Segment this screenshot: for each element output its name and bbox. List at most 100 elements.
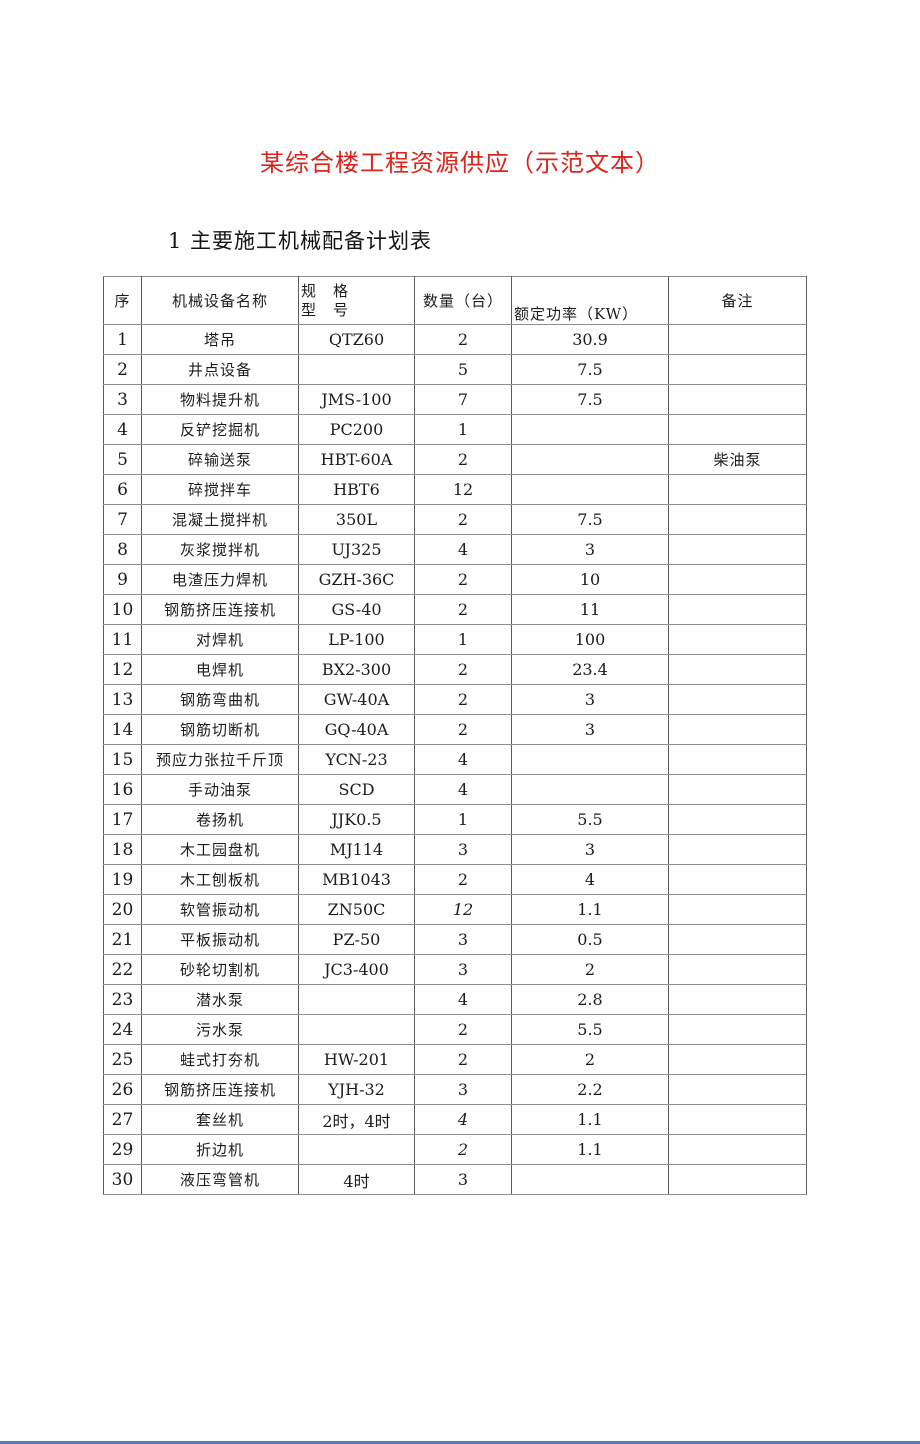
cell-power: 3 (511, 834, 669, 865)
cell-seq: 24 (103, 1014, 142, 1045)
cell-power (511, 444, 669, 475)
cell-remark (668, 654, 807, 685)
cell-power: 10 (511, 564, 669, 595)
cell-spec: JMS-100 (298, 384, 415, 415)
cell-name: 钢筋挤压连接机 (141, 594, 299, 625)
cell-seq: 3 (103, 384, 142, 415)
cell-remark (668, 1044, 807, 1075)
cell-spec: ZN50C (298, 894, 415, 925)
cell-power (511, 774, 669, 805)
page-title: 某综合楼工程资源供应（示范文本） (260, 149, 660, 177)
cell-qty: 7 (414, 384, 512, 415)
cell-spec: MJ114 (298, 834, 415, 865)
cell-name: 砂轮切割机 (141, 954, 299, 985)
cell-remark (668, 1074, 807, 1105)
table-row: 13 钢筋弯曲机 GW-40A 2 3 (103, 684, 807, 715)
cell-spec: 350L (298, 504, 415, 535)
table-row: 26 钢筋挤压连接机 YJH-32 3 2.2 (103, 1074, 807, 1105)
cell-power: 100 (511, 624, 669, 655)
cell-spec: JJK0.5 (298, 804, 415, 835)
cell-name: 潜水泵 (141, 984, 299, 1015)
cell-remark (668, 564, 807, 595)
cell-name: 木工园盘机 (141, 834, 299, 865)
cell-power: 3 (511, 684, 669, 715)
cell-seq: 13 (103, 684, 142, 715)
cell-name: 塔吊 (141, 324, 299, 355)
table-row: 3 物料提升机 JMS-100 7 7.5 (103, 384, 807, 415)
table-row: 25 蛙式打夯机 HW-201 2 2 (103, 1044, 807, 1075)
cell-qty: 2 (414, 564, 512, 595)
cell-spec: HW-201 (298, 1044, 415, 1075)
cell-qty: 2 (414, 714, 512, 745)
cell-power: 30.9 (511, 324, 669, 355)
cell-qty: 3 (414, 924, 512, 955)
cell-seq: 23 (103, 984, 142, 1015)
cell-power: 11 (511, 594, 669, 625)
table-row: 10 钢筋挤压连接机 GS-40 2 11 (103, 594, 807, 625)
cell-power: 2.8 (511, 984, 669, 1015)
cell-spec: GW-40A (298, 684, 415, 715)
cell-name: 灰浆搅拌机 (141, 534, 299, 565)
cell-remark (668, 354, 807, 385)
cell-name: 卷扬机 (141, 804, 299, 835)
cell-name: 蛙式打夯机 (141, 1044, 299, 1075)
cell-qty: 2 (414, 324, 512, 355)
cell-qty: 2 (414, 684, 512, 715)
cell-qty: 3 (414, 1164, 512, 1195)
cell-spec: GS-40 (298, 594, 415, 625)
cell-name: 碎输送泵 (141, 444, 299, 475)
cell-qty: 12 (414, 894, 512, 925)
cell-spec (298, 1014, 415, 1045)
cell-spec: JC3-400 (298, 954, 415, 985)
cell-remark (668, 774, 807, 805)
cell-seq: 29 (103, 1134, 142, 1165)
cell-seq: 22 (103, 954, 142, 985)
cell-name: 钢筋挤压连接机 (141, 1074, 299, 1105)
cell-name: 混凝土搅拌机 (141, 504, 299, 535)
header-spec: 规 格 型 号 (298, 276, 415, 325)
cell-qty: 4 (414, 744, 512, 775)
cell-remark (668, 1014, 807, 1045)
table-row: 18 木工园盘机 MJ114 3 3 (103, 834, 807, 865)
cell-name: 折边机 (141, 1134, 299, 1165)
cell-spec: 4时 (298, 1164, 415, 1195)
cell-qty: 5 (414, 354, 512, 385)
cell-qty: 2 (414, 1014, 512, 1045)
table-row: 1 塔吊 QTZ60 2 30.9 (103, 324, 807, 355)
cell-spec: HBT6 (298, 474, 415, 505)
table-row: 15 预应力张拉千斤顶 YCN-23 4 (103, 744, 807, 775)
section-heading: 1 主要施工机械配备计划表 (168, 229, 433, 253)
cell-spec: PZ-50 (298, 924, 415, 955)
cell-power: 2 (511, 1044, 669, 1075)
cell-seq: 10 (103, 594, 142, 625)
cell-remark (668, 1104, 807, 1135)
cell-qty: 2 (414, 864, 512, 895)
cell-name: 反铲挖掘机 (141, 414, 299, 445)
cell-spec: UJ325 (298, 534, 415, 565)
cell-power: 2 (511, 954, 669, 985)
cell-power (511, 1164, 669, 1195)
cell-power: 0.5 (511, 924, 669, 955)
cell-seq: 14 (103, 714, 142, 745)
table-row: 23 潜水泵 4 2.8 (103, 984, 807, 1015)
cell-power: 5.5 (511, 1014, 669, 1045)
cell-remark (668, 534, 807, 565)
header-remark: 备注 (668, 276, 807, 325)
cell-remark (668, 1134, 807, 1165)
cell-remark (668, 804, 807, 835)
cell-seq: 30 (103, 1164, 142, 1195)
cell-seq: 6 (103, 474, 142, 505)
cell-name: 对焊机 (141, 624, 299, 655)
cell-power: 7.5 (511, 504, 669, 535)
cell-remark (668, 624, 807, 655)
cell-seq: 11 (103, 624, 142, 655)
cell-spec: QTZ60 (298, 324, 415, 355)
cell-name: 手动油泵 (141, 774, 299, 805)
cell-seq: 9 (103, 564, 142, 595)
table-row: 6 碎搅拌车 HBT6 12 (103, 474, 807, 505)
table-row: 17 卷扬机 JJK0.5 1 5.5 (103, 804, 807, 835)
cell-remark (668, 714, 807, 745)
cell-remark (668, 954, 807, 985)
cell-seq: 20 (103, 894, 142, 925)
table-row: 7 混凝土搅拌机 350L 2 7.5 (103, 504, 807, 535)
